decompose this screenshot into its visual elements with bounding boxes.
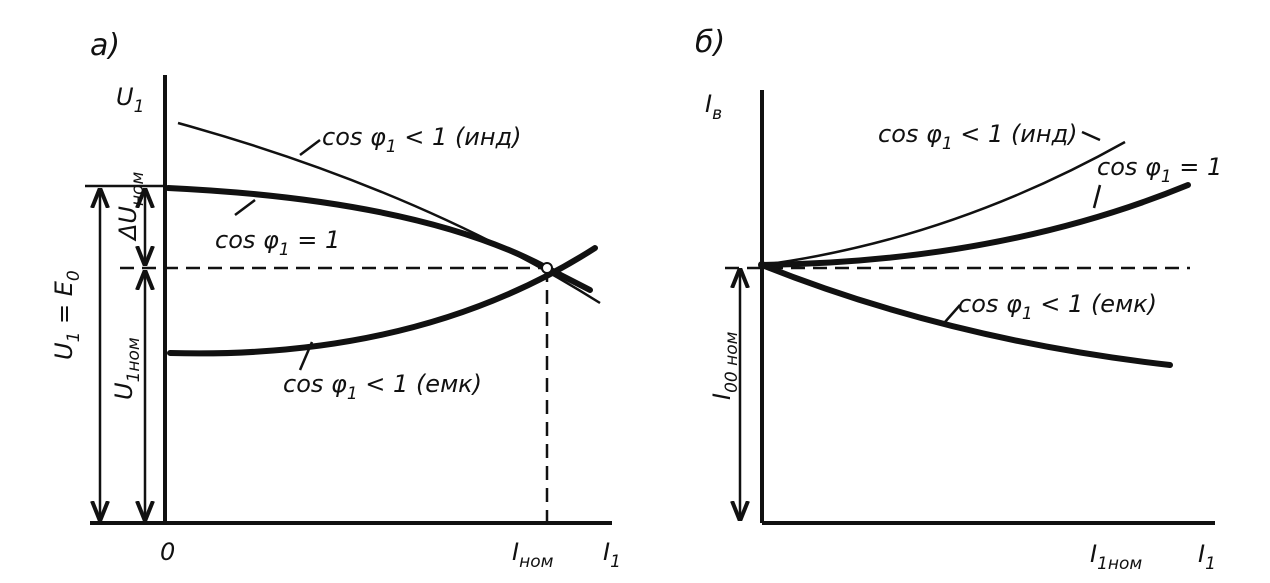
subscript: 1 xyxy=(1161,167,1172,187)
subscript: ном xyxy=(128,172,148,207)
subscript: 1 xyxy=(134,97,145,117)
leader xyxy=(1092,184,1102,209)
label: а) xyxy=(90,28,120,63)
subscript: 1 xyxy=(347,384,358,404)
label: U1 xyxy=(116,83,144,117)
label-part: U xyxy=(50,342,78,360)
panel-a xyxy=(85,75,612,525)
label: I1 xyxy=(603,538,621,572)
point xyxy=(541,262,553,274)
curve xyxy=(165,185,593,293)
label-part: I xyxy=(705,90,712,118)
label-part: < 1 (инд) xyxy=(397,123,522,151)
label: cos φ1 < 1 (инд) xyxy=(322,123,522,157)
label-part: cos φ xyxy=(878,120,942,148)
label: ΔUном xyxy=(114,172,148,243)
label-part: I xyxy=(603,538,610,566)
label: 0 xyxy=(160,538,175,566)
label-part: = 1 xyxy=(290,226,341,254)
label-part: cos φ xyxy=(958,290,1022,318)
label: cos φ1 < 1 (емк) xyxy=(283,370,482,404)
subscript: 1ном xyxy=(124,337,144,382)
leader xyxy=(944,304,961,323)
label-part: cos φ xyxy=(215,226,279,254)
curve xyxy=(167,245,598,357)
label: I00 ном xyxy=(708,331,742,400)
label-part: I xyxy=(512,538,519,566)
subscript: 1 xyxy=(386,137,397,157)
leader xyxy=(298,341,314,371)
subscript: в xyxy=(712,104,722,124)
subscript: 1 xyxy=(942,134,953,154)
subscript: 1 xyxy=(279,240,290,260)
label-part: U xyxy=(110,382,138,400)
label-part: а) xyxy=(90,28,120,63)
subscript: ном xyxy=(519,552,554,572)
subscript: 1 xyxy=(1022,304,1033,324)
leader xyxy=(299,139,321,156)
label-part: cos φ xyxy=(283,370,347,398)
label: cos φ1 = 1 xyxy=(1097,153,1222,187)
subscript: 1 xyxy=(610,552,621,572)
label: Iв xyxy=(705,90,722,124)
subscript: 0 xyxy=(64,270,84,281)
point xyxy=(758,261,766,269)
label-part: I xyxy=(1198,540,1205,568)
label: I1 xyxy=(1198,540,1216,574)
label: cos φ1 < 1 (инд) xyxy=(878,120,1078,154)
label-part: < 1 (емк) xyxy=(358,370,482,398)
label-part: cos φ xyxy=(322,123,386,151)
label-part: б) xyxy=(695,25,725,60)
curve xyxy=(761,140,1126,267)
label-part: = E xyxy=(50,280,78,331)
curve xyxy=(759,182,1191,268)
label-part: I xyxy=(1090,540,1097,568)
subscript: 1 xyxy=(64,332,84,343)
label-part: = 1 xyxy=(1172,153,1223,181)
label: б) xyxy=(695,25,725,60)
leader xyxy=(234,199,256,216)
label: U1ном xyxy=(110,337,144,400)
label-part: < 1 (емк) xyxy=(1033,290,1157,318)
subscript: 00 ном xyxy=(722,331,742,393)
label-part: U xyxy=(116,83,134,111)
curve xyxy=(759,262,1173,368)
label-part: I xyxy=(708,393,736,400)
label-part: cos φ xyxy=(1097,153,1161,181)
label: I1ном xyxy=(1090,540,1142,574)
label: U1 = E0 xyxy=(50,270,84,360)
subscript: 1ном xyxy=(1097,554,1142,574)
label-part: 0 xyxy=(160,538,175,566)
label-part: ΔU xyxy=(114,206,142,242)
label: cos φ1 < 1 (емк) xyxy=(958,290,1157,324)
panel-b xyxy=(725,90,1215,525)
leader xyxy=(1081,130,1101,142)
label-part: < 1 (инд) xyxy=(953,120,1078,148)
label: Iном xyxy=(512,538,554,572)
subscript: 1 xyxy=(1205,554,1216,574)
label: cos φ1 = 1 xyxy=(215,226,340,260)
